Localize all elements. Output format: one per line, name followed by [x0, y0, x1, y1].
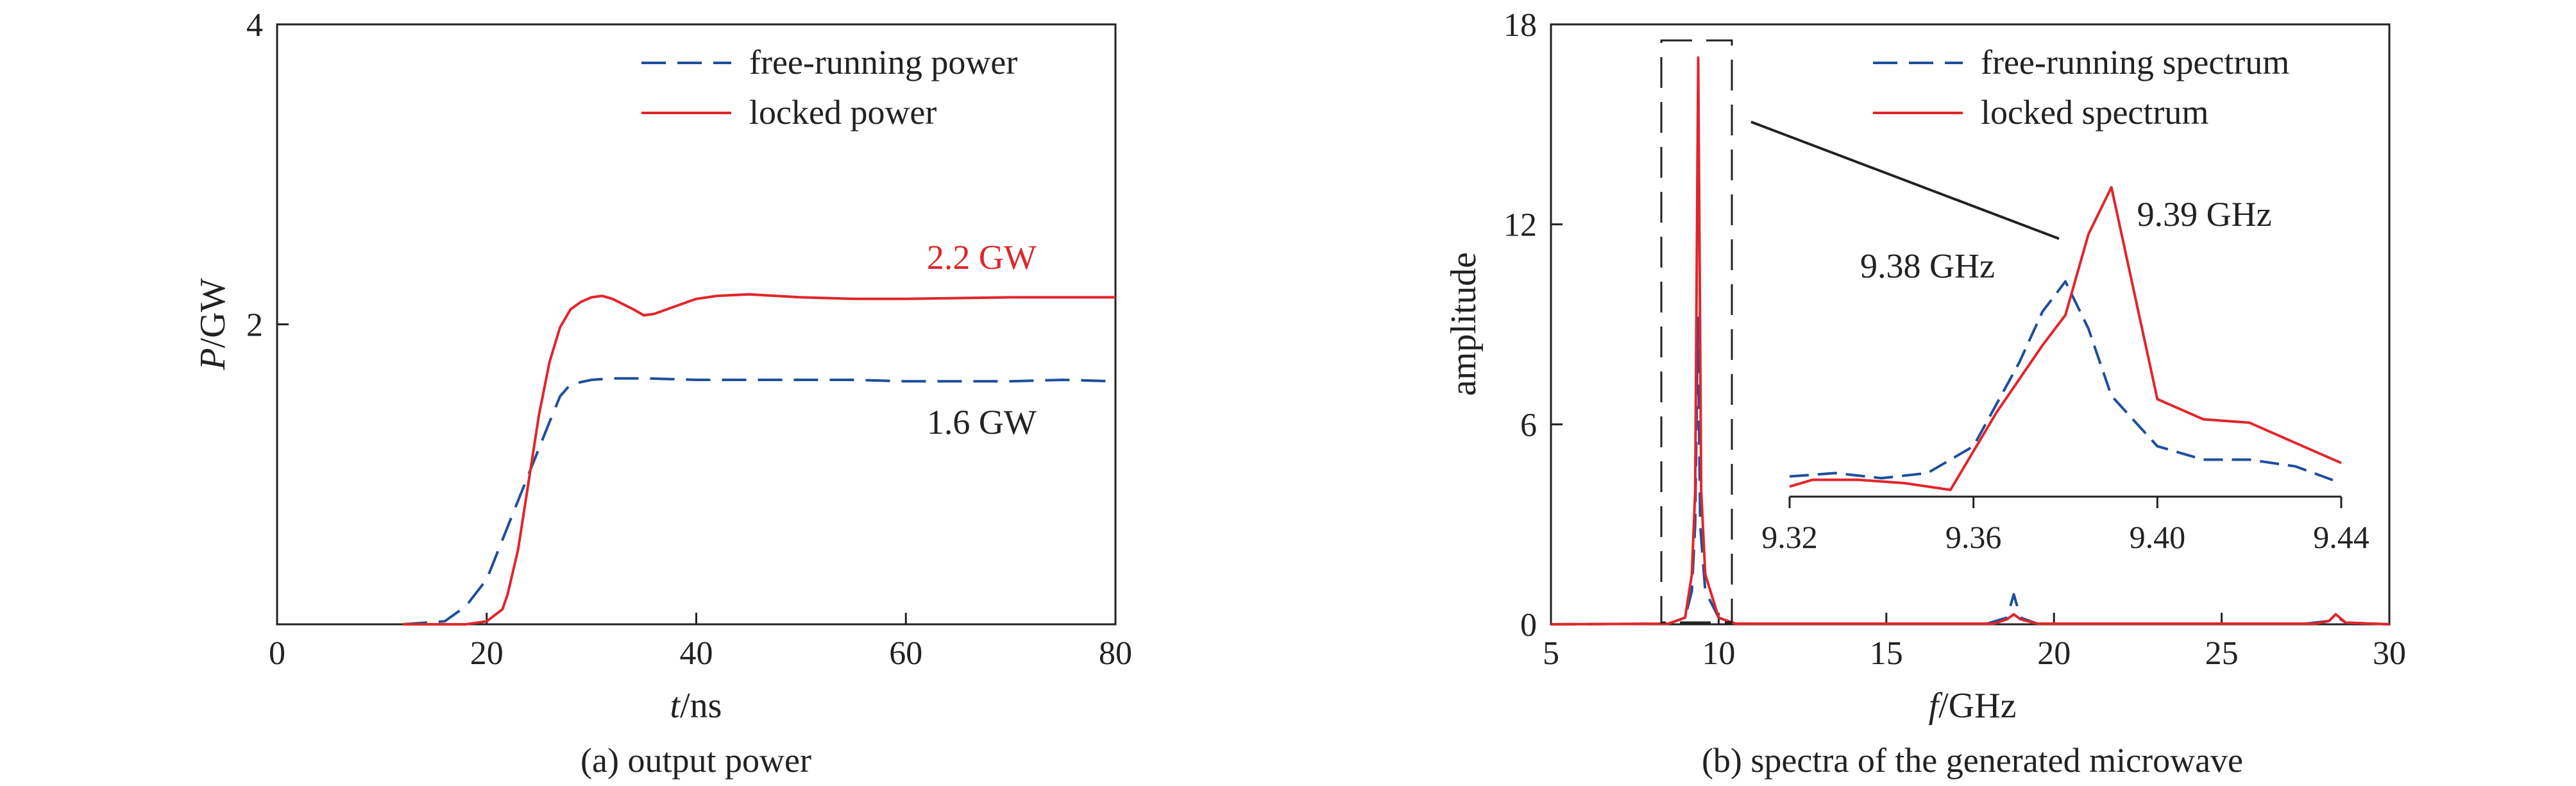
- annotation-free-value: 1.6 GW: [927, 403, 1037, 441]
- x-tick-label: 80: [1099, 635, 1132, 672]
- x-axis-title-unit: /GHz: [1938, 686, 2016, 726]
- series-group: [402, 293, 1116, 626]
- zoom-connector: [1750, 121, 2060, 240]
- inset-plot: 9.32 9.36 9.40 9.44 9.39 GHz 9.38 GHz: [1761, 185, 2369, 555]
- inset-series-line-locked: [1789, 185, 2342, 491]
- legend: free-running spectrum locked spectrum: [1873, 43, 2289, 132]
- series-line-free-running: [402, 377, 1116, 626]
- zoom-box: [1660, 39, 1733, 624]
- x-axis-title-unit: /ns: [680, 686, 722, 726]
- legend-label-free-running: free-running power: [749, 43, 1017, 81]
- x-axis-title-var: t: [670, 686, 681, 726]
- series-line-locked: [1550, 56, 2390, 626]
- y-axis-title-var: P: [193, 348, 233, 370]
- y-axis-title-unit: /GW: [193, 278, 233, 348]
- annotation-free-peak: 9.38 GHz: [1860, 247, 1995, 286]
- y-axis-title: amplitude: [1444, 252, 1484, 396]
- annotation-locked-value: 2.2 GW: [927, 238, 1037, 277]
- x-tick-label: 20: [470, 635, 504, 672]
- axis-ticks: 5 10 15 20 25 30 0 6 12 18: [1504, 7, 2406, 672]
- legend-label-free-running: free-running spectrum: [1981, 43, 2289, 81]
- inset-x-tick-label: 9.32: [1761, 519, 1818, 555]
- x-tick-label: 10: [1702, 635, 1735, 672]
- x-axis-title: f/GHz: [1929, 686, 2017, 726]
- x-tick-label: 20: [2037, 635, 2071, 672]
- y-tick-label: 6: [1520, 407, 1537, 443]
- y-tick-label: 0: [1520, 607, 1537, 644]
- x-tick-label: 40: [680, 635, 713, 672]
- inset-series: [1789, 185, 2342, 491]
- legend: free-running power locked power: [641, 43, 1017, 132]
- x-tick-label: 60: [889, 635, 922, 672]
- x-tick-label: 5: [1543, 635, 1559, 672]
- panel-output-power: 0 20 40 60 80 2 4 free-running power locked po…: [193, 7, 1132, 780]
- series-line-locked: [403, 293, 1115, 626]
- x-tick-label: 15: [1870, 635, 1903, 672]
- x-axis-title: t/ns: [670, 686, 722, 726]
- y-tick-label: 2: [246, 307, 263, 344]
- legend-label-locked: locked spectrum: [1981, 93, 2208, 132]
- panel-caption: (b) spectra of the generated microwave: [1702, 741, 2243, 780]
- y-tick-label: 12: [1504, 207, 1537, 244]
- legend-label-locked: locked power: [749, 93, 936, 132]
- y-tick-label: 18: [1504, 7, 1537, 44]
- panel-caption: (a) output power: [580, 741, 811, 780]
- panel-spectra: 5 10 15 20 25 30 0 6 12 18 9.32 9.36 9.40 9.44 9.39 …: [1444, 7, 2406, 780]
- annotation-locked-peak: 9.39 GHz: [2137, 195, 2272, 234]
- y-tick-label: 4: [246, 7, 263, 44]
- inset-x-tick-label: 9.36: [1945, 519, 2002, 555]
- series-line-free-running: [1550, 316, 2390, 626]
- x-tick-label: 30: [2373, 635, 2406, 672]
- inset-x-tick-label: 9.44: [2313, 519, 2369, 555]
- x-tick-label: 25: [2205, 635, 2239, 672]
- y-axis-title: P/GW: [193, 278, 233, 370]
- x-tick-label: 0: [269, 635, 285, 672]
- inset-x-tick-label: 9.40: [2130, 519, 2186, 555]
- series-group: [1550, 56, 2390, 626]
- inset-ticks: 9.32 9.36 9.40 9.44: [1761, 497, 2369, 555]
- plot-frame: [276, 23, 1117, 626]
- axis-ticks: 0 20 40 60 80 2 4: [246, 7, 1132, 672]
- inset-series-line-free-running: [1789, 280, 2342, 484]
